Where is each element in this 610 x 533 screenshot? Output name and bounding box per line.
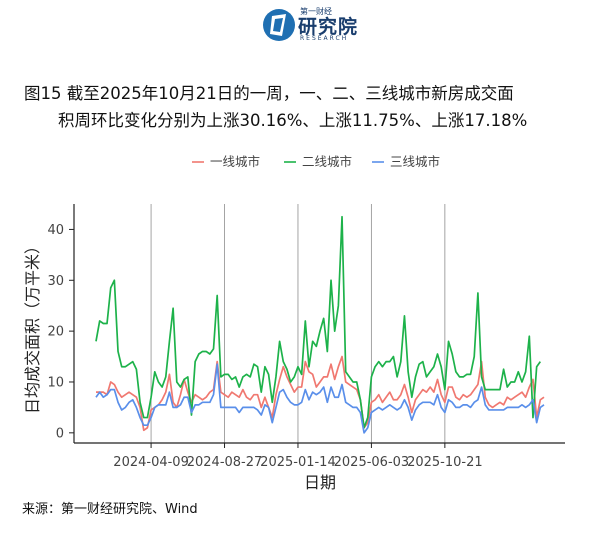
x-tick-label: 2025-06-03 <box>334 455 410 470</box>
source-note: 来源：第一财经研究院、Wind <box>22 502 198 517</box>
x-tick-label: 2025-10-21 <box>407 455 483 470</box>
logo-top-text: 第一财经 <box>300 7 332 16</box>
y-tick-label: 30 <box>47 274 64 289</box>
legend-label-tier3: 三线城市 <box>390 154 440 169</box>
x-axis-title: 日期 <box>304 473 336 492</box>
y-axis-ticks: 0 10 20 30 40 <box>47 223 74 441</box>
x-axis-ticks: 2024-04-092024-08-272025-01-142025-06-03… <box>113 443 483 470</box>
plot-series <box>95 215 545 434</box>
brand-logo: 第一财经 研究院 RESEARCH <box>262 6 362 50</box>
series-line-1 <box>96 355 545 432</box>
logo-text: 研究院 <box>298 16 359 38</box>
y-tick-label: 40 <box>47 223 64 238</box>
chart-title-line-1: 图15 截至2025年10月21日的一周，一、二、三线城市新房成交面 <box>24 84 514 103</box>
legend: 一线城市 二线城市 三线城市 <box>192 154 440 169</box>
y-tick-label: 10 <box>47 375 64 390</box>
x-tick-label: 2025-01-14 <box>260 455 336 470</box>
y-axis-title: 日均成交面积（万平米） <box>23 238 42 414</box>
chart-title-line-2: 积周环比变化分别为上涨30.16%、上涨11.75%、上涨17.18% <box>58 111 528 130</box>
x-tick-label: 2024-08-27 <box>187 455 263 470</box>
y-tick-label: 0 <box>56 426 64 441</box>
legend-label-tier1: 一线城市 <box>210 154 260 169</box>
y-tick-label: 20 <box>47 325 64 340</box>
x-tick-label: 2024-04-09 <box>113 455 189 470</box>
logo-mark-icon <box>263 9 295 41</box>
logo-subtext: RESEARCH <box>300 35 349 42</box>
line-chart: 一线城市 二线城市 三线城市 0 10 20 30 40 2024-04-092024-… <box>23 154 565 492</box>
series-line-2 <box>95 215 542 429</box>
series-line-3 <box>95 363 545 434</box>
legend-label-tier2: 二线城市 <box>302 154 352 169</box>
